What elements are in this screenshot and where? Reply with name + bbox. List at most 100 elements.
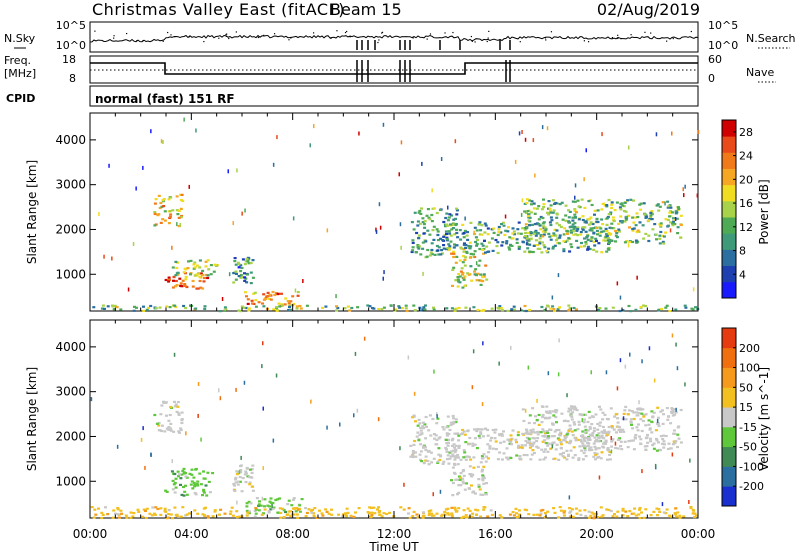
velocity-noise-cell <box>433 369 435 374</box>
velocity-data-cell <box>447 432 451 436</box>
power-data-cell <box>218 310 222 313</box>
power-data-cell <box>650 210 654 213</box>
power-data-cell <box>426 229 430 232</box>
velocity-data-cell <box>595 452 599 455</box>
power-noise-cell <box>627 243 630 248</box>
velocity-data-cell <box>666 447 670 451</box>
power-data-cell <box>589 216 593 219</box>
power-data-cell <box>642 304 645 307</box>
velocity-data-cell <box>667 415 670 418</box>
velocity-data-cell <box>457 491 461 494</box>
power-data-cell <box>605 204 609 207</box>
velocity-data-cell <box>597 447 601 450</box>
power-data-cell <box>466 272 470 275</box>
power-data-cell <box>418 222 422 225</box>
velocity-data-cell <box>250 468 254 471</box>
power-data-cell <box>348 309 352 312</box>
velocity-data-cell <box>568 424 572 427</box>
velocity-data-cell <box>244 481 248 484</box>
velocity-colorbar-tick-label: -50 <box>739 441 757 454</box>
power-data-cell <box>512 308 516 311</box>
velocity-data-cell <box>546 444 550 447</box>
velocity-data-cell <box>531 407 535 410</box>
velocity-data-cell <box>345 514 348 517</box>
power-data-cell <box>442 235 446 238</box>
velocity-data-cell <box>543 516 547 519</box>
power-data-cell <box>538 224 542 227</box>
velocity-data-cell <box>601 514 605 517</box>
power-data-cell <box>203 307 207 310</box>
power-data-cell <box>651 228 655 231</box>
power-data-cell <box>620 220 624 223</box>
power-data-cell <box>389 304 393 307</box>
power-data-cell <box>638 221 642 224</box>
power-data-cell <box>442 220 446 224</box>
power-noise-cell <box>447 205 449 210</box>
velocity-data-cell <box>254 512 258 515</box>
velocity-data-cell <box>482 508 486 511</box>
power-data-cell <box>506 230 510 233</box>
power-data-cell <box>171 286 175 289</box>
velocity-data-cell <box>169 513 173 516</box>
velocity-data-cell <box>546 450 550 453</box>
velocity-data-cell <box>626 515 630 518</box>
power-colorbar-swatch <box>722 265 736 283</box>
velocity-noise-cell <box>171 459 173 464</box>
velocity-noise-cell <box>275 373 278 378</box>
velocity-data-cell <box>263 508 267 511</box>
velocity-data-cell <box>649 440 653 443</box>
velocity-data-cell <box>594 448 598 451</box>
nsearch-dot <box>126 32 128 35</box>
velocity-data-cell <box>245 509 249 512</box>
velocity-data-cell <box>571 411 575 414</box>
power-data-cell <box>266 295 270 298</box>
power-data-cell <box>631 227 635 231</box>
velocity-data-cell <box>172 430 176 433</box>
velocity-data-cell <box>518 446 522 449</box>
velocity-data-cell <box>533 422 536 425</box>
power-data-cell <box>491 249 495 252</box>
power-data-cell <box>177 209 181 212</box>
velocity-data-cell <box>421 514 425 517</box>
velocity-colorbar-swatch <box>722 407 736 428</box>
velocity-data-cell <box>607 432 611 435</box>
velocity-data-cell <box>632 448 636 451</box>
power-data-cell <box>232 281 236 284</box>
velocity-data-cell <box>567 429 571 432</box>
velocity-data-cell <box>596 428 600 431</box>
power-data-cell <box>253 291 257 294</box>
velocity-data-cell <box>594 458 597 461</box>
velocity-data-cell <box>608 450 612 453</box>
power-data-cell <box>584 220 588 223</box>
power-data-cell <box>523 250 527 253</box>
power-data-cell <box>213 263 217 266</box>
velocity-data-cell <box>446 454 450 457</box>
power-data-cell <box>163 210 167 213</box>
power-data-cell <box>674 308 678 311</box>
nsearch-dot <box>690 30 692 33</box>
velocity-data-cell <box>205 494 209 497</box>
power-data-cell <box>455 209 459 212</box>
power-data-cell <box>668 309 672 313</box>
velocity-data-cell <box>154 506 158 509</box>
power-data-cell <box>461 273 464 276</box>
power-data-cell <box>466 231 469 234</box>
power-data-cell <box>661 234 664 237</box>
power-data-cell <box>517 221 521 224</box>
power-data-cell <box>487 241 491 244</box>
velocity-data-cell <box>248 468 252 471</box>
velocity-data-cell <box>219 508 223 511</box>
power-noise-cell <box>183 117 185 122</box>
velocity-data-cell <box>457 475 461 478</box>
power-data-cell <box>672 220 675 223</box>
velocity-noise-cell <box>363 336 366 341</box>
velocity-data-cell <box>569 449 573 452</box>
velocity-noise-cell <box>661 502 664 507</box>
power-data-cell <box>508 248 512 251</box>
velocity-data-cell <box>312 512 316 515</box>
power-data-cell <box>420 207 423 210</box>
power-data-cell <box>547 232 551 235</box>
velocity-data-cell <box>521 432 525 435</box>
power-data-cell <box>660 307 664 311</box>
